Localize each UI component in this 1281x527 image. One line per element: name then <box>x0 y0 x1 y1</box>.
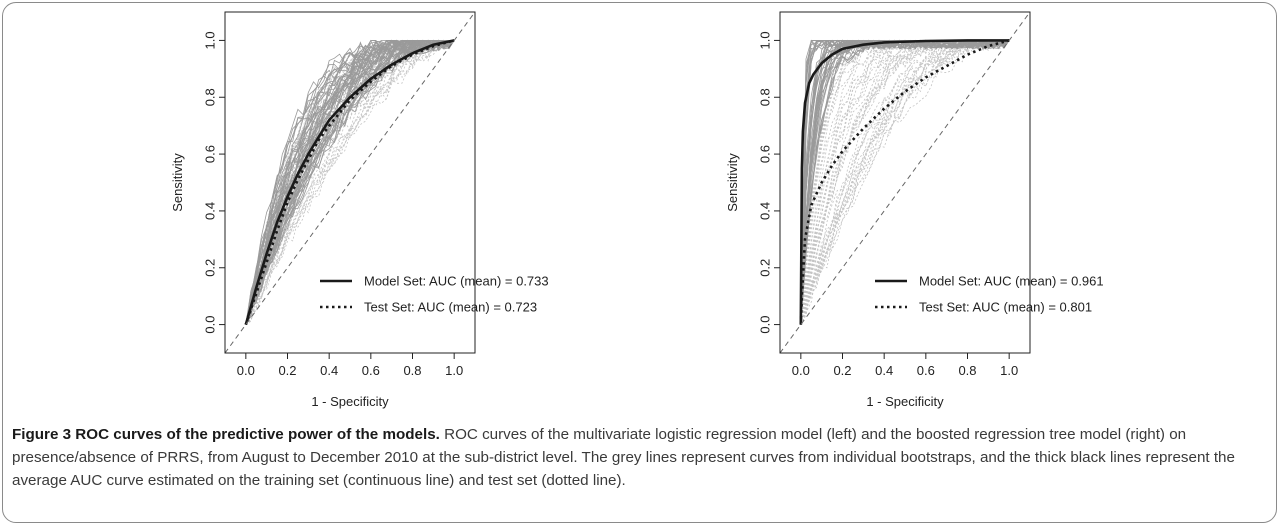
x-tick-label: 0.6 <box>362 363 380 378</box>
test-set-mean-curve <box>244 39 455 326</box>
test-bootstrap-curve <box>800 39 1010 325</box>
y-axis-label: Sensitivity <box>725 153 740 212</box>
model-bootstrap-curve <box>245 40 455 325</box>
x-tick-label: 0.2 <box>278 363 296 378</box>
model-set-mean-curve <box>799 39 1010 325</box>
reference-diagonal <box>779 11 1031 354</box>
test-bootstrap-curve <box>245 39 455 325</box>
test-bootstrap-curve <box>800 39 1010 325</box>
test-bootstrap-curve <box>245 39 455 325</box>
caption-title: Figure 3 ROC curves of the predictive po… <box>12 426 440 443</box>
model-bootstrap-curve <box>245 39 455 325</box>
plot-frame <box>779 11 1031 354</box>
x-tick-label: 0.0 <box>237 363 255 378</box>
bootstrap-curves <box>245 39 455 325</box>
y-tick-label: 0.4 <box>202 202 217 220</box>
figure-caption: Figure 3 ROC curves of the predictive po… <box>12 423 1267 492</box>
test-bootstrap-curve <box>800 39 1010 325</box>
test-bootstrap-curve <box>245 40 455 325</box>
test-bootstrap-curve <box>245 40 455 325</box>
x-tick-label: 0.6 <box>917 363 935 378</box>
x-tick-label: 1.0 <box>1000 363 1018 378</box>
test-bootstrap-curve <box>800 39 1010 325</box>
test-bootstrap-curve <box>800 39 1010 325</box>
legend: Model Set: AUC (mean) = 0.733 Test Set: A… <box>320 274 549 315</box>
model-bootstrap-curve <box>245 39 455 325</box>
legend-label: Model Set: AUC (mean) = 0.733 <box>364 274 549 289</box>
test-bootstrap-curve <box>245 39 455 325</box>
test-bootstrap-curve <box>245 40 455 325</box>
roc-chart-right: 0.0 0.2 0.4 0.6 0.8 1.0 0.0 0.2 0.4 0.6 0.8 1.0 1 - … <box>725 11 1104 409</box>
plot-frame <box>224 11 476 354</box>
test-bootstrap-curve <box>800 39 1010 325</box>
y-tick-label: 0.0 <box>757 316 772 334</box>
legend-label: Test Set: AUC (mean) = 0.801 <box>919 300 1092 315</box>
y-tick-label: 1.0 <box>202 31 217 49</box>
test-bootstrap-curve <box>800 39 1010 325</box>
test-bootstrap-curve <box>800 39 1010 325</box>
y-tick-label: 0.2 <box>202 259 217 277</box>
model-bootstrap-curve <box>245 39 455 325</box>
y-tick-label: 0.2 <box>757 259 772 277</box>
y-tick-label: 0.4 <box>757 202 772 220</box>
y-axis-label: Sensitivity <box>170 153 185 212</box>
x-tick-label: 0.4 <box>875 363 893 378</box>
legend: Model Set: AUC (mean) = 0.961 Test Set: A… <box>875 274 1104 315</box>
legend-label: Test Set: AUC (mean) = 0.723 <box>364 300 537 315</box>
reference-diagonal <box>224 11 476 354</box>
x-tick-label: 0.4 <box>320 363 338 378</box>
model-bootstrap-curve <box>245 39 455 325</box>
test-set-mean-curve <box>799 39 1010 325</box>
roc-chart-left: 0.0 0.2 0.4 0.6 0.8 1.0 0.0 0.2 0.4 0.6 0.8 1.0 1 - … <box>170 11 549 409</box>
test-bootstrap-curve <box>800 39 1010 325</box>
x-tick-label: 1.0 <box>445 363 463 378</box>
x-tick-label: 0.0 <box>792 363 810 378</box>
legend-label: Model Set: AUC (mean) = 0.961 <box>919 274 1104 289</box>
y-tick-label: 0.6 <box>757 145 772 163</box>
x-tick-label: 0.8 <box>958 363 976 378</box>
caption-text: ROC curves of the multivariate logistic … <box>12 426 1235 489</box>
y-tick-label: 0.8 <box>202 88 217 106</box>
x-axis-label: 1 - Specificity <box>311 394 389 409</box>
test-bootstrap-curve <box>800 39 1010 325</box>
y-tick-label: 0.6 <box>202 145 217 163</box>
test-bootstrap-curve <box>245 39 455 325</box>
test-bootstrap-curve <box>800 39 1010 325</box>
test-bootstrap-curve <box>245 40 455 325</box>
x-tick-label: 0.8 <box>403 363 421 378</box>
test-bootstrap-curve <box>245 40 455 325</box>
y-tick-label: 0.0 <box>202 316 217 334</box>
test-bootstrap-curve <box>800 39 1010 325</box>
x-axis-label: 1 - Specificity <box>866 394 944 409</box>
test-bootstrap-curve <box>800 39 1010 325</box>
model-bootstrap-curve <box>245 39 455 325</box>
y-tick-label: 1.0 <box>757 31 772 49</box>
y-tick-label: 0.8 <box>757 88 772 106</box>
x-tick-label: 0.2 <box>833 363 851 378</box>
